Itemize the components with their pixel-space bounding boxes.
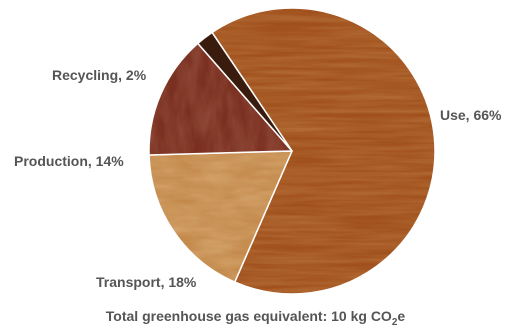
slice-production-label: Production, 14%	[14, 153, 124, 169]
chart-caption: Total greenhouse gas equivalent: 10 kg C…	[0, 308, 511, 328]
slice-recycling-fill	[197, 32, 292, 151]
caption-subscript: 2	[391, 316, 398, 328]
slice-production-texture	[149, 43, 292, 155]
slice-transport-edge	[148, 150, 293, 283]
slice-use-label: Use, 66%	[440, 107, 502, 123]
slice-production-edge	[148, 42, 293, 156]
slice-use	[211, 7, 436, 295]
slice-recycling	[197, 31, 293, 152]
slice-recycling-edge	[197, 31, 293, 152]
slice-transport-texture	[149, 151, 292, 283]
caption-suffix: e	[397, 308, 406, 324]
pie-slices	[148, 7, 436, 295]
pie-chart: Use, 66% Transport, 18% Production, 14% Rec…	[14, 7, 502, 295]
slice-transport-label: Transport, 18%	[96, 274, 197, 290]
slice-transport	[148, 150, 293, 283]
slice-use-texture	[212, 7, 436, 295]
slice-use-edge	[211, 7, 436, 295]
pie-labels: Use, 66% Transport, 18% Production, 14% Rec…	[14, 67, 502, 290]
slice-recycling-label: Recycling, 2%	[52, 67, 147, 83]
slice-production	[148, 42, 293, 156]
caption-text: Total greenhouse gas equivalent: 10 kg C…	[105, 308, 392, 324]
